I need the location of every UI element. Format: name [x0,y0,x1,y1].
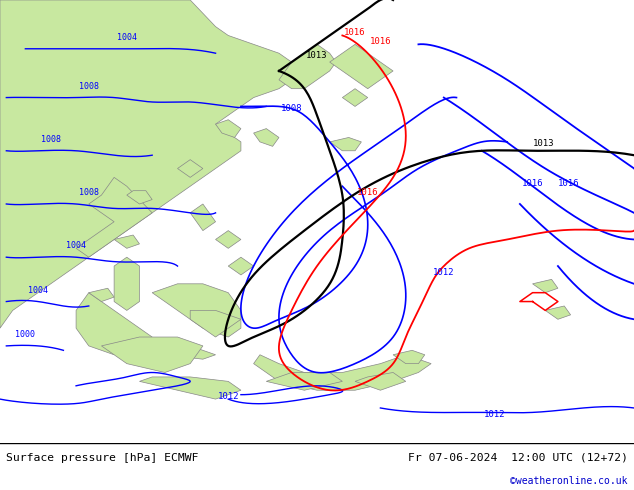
Polygon shape [342,89,368,106]
Text: 1008: 1008 [79,188,99,197]
Polygon shape [254,128,279,147]
Polygon shape [76,293,152,355]
Polygon shape [330,44,393,89]
Polygon shape [330,138,361,151]
Polygon shape [114,235,139,248]
Text: 1016: 1016 [370,37,391,47]
Polygon shape [127,342,216,359]
Text: 1013: 1013 [306,50,328,60]
Polygon shape [228,257,254,275]
Polygon shape [216,231,241,248]
Text: 1016: 1016 [558,179,579,188]
Text: ©weatheronline.co.uk: ©weatheronline.co.uk [510,476,628,486]
Text: Surface pressure [hPa] ECMWF: Surface pressure [hPa] ECMWF [6,453,199,463]
Polygon shape [393,350,425,364]
Polygon shape [152,284,241,337]
Polygon shape [216,120,241,138]
Text: Fr 07-06-2024  12:00 UTC (12+72): Fr 07-06-2024 12:00 UTC (12+72) [408,453,628,463]
Polygon shape [76,177,152,257]
Polygon shape [190,311,241,337]
Text: 1000: 1000 [15,330,36,339]
Polygon shape [266,372,342,390]
Text: 1008: 1008 [281,104,302,113]
Polygon shape [127,191,152,204]
Polygon shape [178,160,203,177]
Polygon shape [114,257,139,311]
Polygon shape [279,44,336,89]
Text: 1016: 1016 [522,179,543,188]
Text: 1012: 1012 [433,268,455,277]
Text: 1004: 1004 [117,33,137,42]
Polygon shape [533,279,558,293]
Polygon shape [0,0,298,328]
Polygon shape [355,372,406,390]
Polygon shape [254,355,431,390]
Polygon shape [139,377,241,399]
Text: 1016: 1016 [357,188,378,197]
Text: 1008: 1008 [79,82,99,91]
Text: 1012: 1012 [484,410,505,419]
Polygon shape [101,337,203,372]
Text: 1016: 1016 [344,28,366,37]
Text: 1008: 1008 [41,135,61,144]
Text: 1012: 1012 [217,392,239,401]
Text: 1004: 1004 [66,242,86,250]
Polygon shape [190,204,216,231]
Polygon shape [545,306,571,319]
Polygon shape [89,288,114,301]
Text: 1013: 1013 [533,139,554,148]
Text: 1004: 1004 [28,286,48,294]
